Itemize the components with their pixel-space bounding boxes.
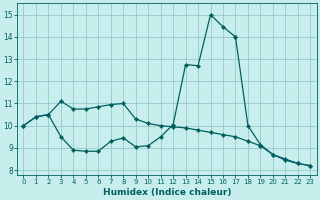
X-axis label: Humidex (Indice chaleur): Humidex (Indice chaleur): [103, 188, 231, 197]
